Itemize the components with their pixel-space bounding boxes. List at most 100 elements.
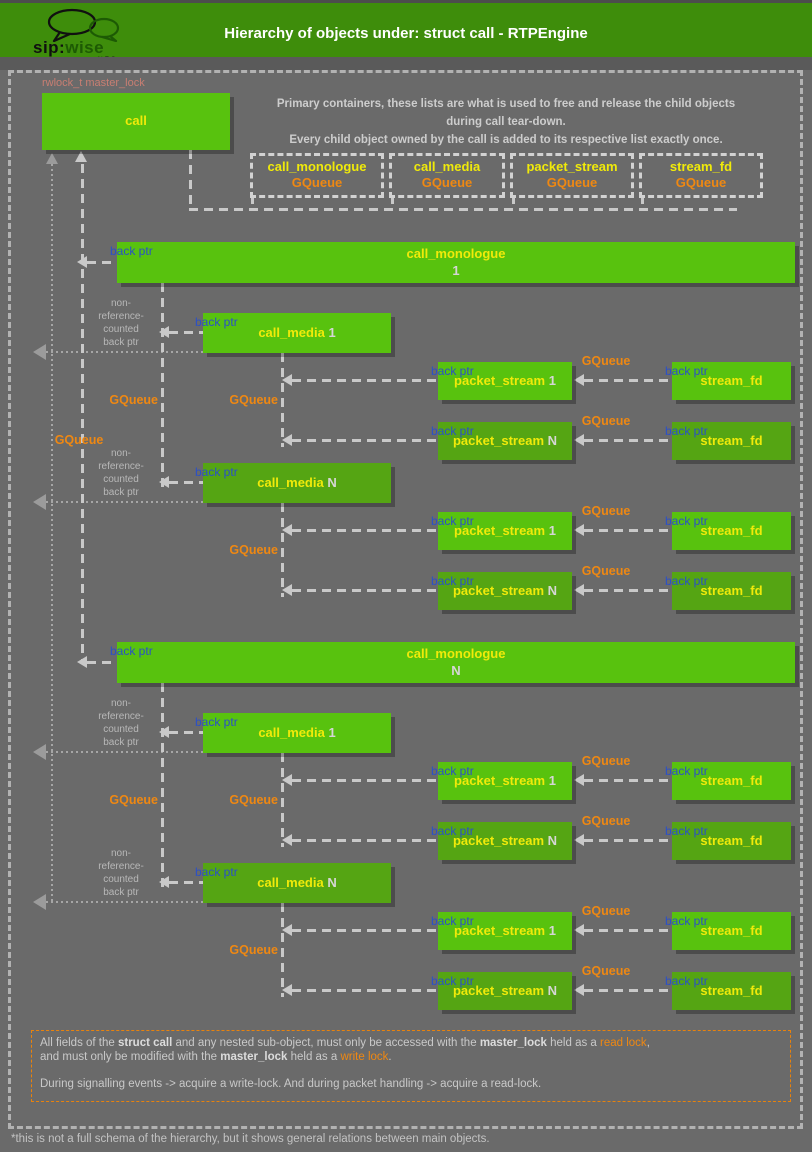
packet-stream-index: 1 xyxy=(548,922,556,938)
stream-fd-box: stream_fd xyxy=(672,572,791,610)
gqueue-drop-line xyxy=(281,753,284,847)
brand-wise: wise xyxy=(65,38,105,57)
call-monologue-title: call_monologue xyxy=(406,246,506,262)
note-line: During signalling events -> acquire a wr… xyxy=(40,1078,782,1092)
back-ptr-arrow-line xyxy=(169,331,203,334)
call-media-box: call_media 1 xyxy=(203,313,391,353)
note-text: During signalling events -> acquire a wr… xyxy=(40,1077,542,1090)
gqueue-label: GQueue xyxy=(581,414,631,428)
header-shadow-band xyxy=(0,57,812,70)
gqueue-drop-line xyxy=(281,903,284,997)
call-media-index: 1 xyxy=(328,324,336,340)
packet-stream-box: packet_stream N xyxy=(438,822,572,860)
arrowhead-left-icon xyxy=(574,584,584,596)
back-ptr-arrow-line xyxy=(292,839,438,842)
packet-stream-label: packet_stream xyxy=(452,832,545,848)
non-ref-line: reference- xyxy=(98,311,144,322)
call-media-label: call_media xyxy=(258,724,325,740)
back-ptr-label: back ptr xyxy=(195,715,238,729)
call-media-box: call_media N xyxy=(203,463,391,503)
arrowhead-left-icon xyxy=(77,656,87,668)
packet-stream-index: N xyxy=(547,982,558,998)
note-text: . xyxy=(388,1050,392,1063)
call-monologue-index: N xyxy=(451,662,461,678)
packet-stream-index: N xyxy=(547,432,558,448)
non-ref-backptr-line xyxy=(46,501,296,503)
non-ref-counted-note: non-reference-counted back ptr xyxy=(84,847,158,899)
arrowhead-left-icon xyxy=(282,834,292,846)
call-monologue-box: call_monologue N xyxy=(117,642,795,683)
non-ref-counted-note: non-reference-counted back ptr xyxy=(84,447,158,499)
packet-stream-box: packet_stream 1 xyxy=(438,762,572,800)
back-ptr-arrow-line xyxy=(292,439,438,442)
call-box-label: call xyxy=(125,113,147,129)
back-ptr-label: back ptr xyxy=(665,764,708,778)
non-ref-line: back ptr xyxy=(103,487,139,498)
note-text: and must only be modified with the xyxy=(40,1050,221,1063)
back-ptr-label: back ptr xyxy=(431,764,474,778)
stream-fd-box: stream_fd xyxy=(672,512,791,550)
arrowhead-left-icon xyxy=(159,876,169,888)
stream-fd-box: stream_fd xyxy=(672,422,791,460)
gqueue-label: GQueue xyxy=(109,393,158,407)
packet-stream-title: packet_stream 1 xyxy=(454,373,556,389)
gqueue-label: GQueue xyxy=(581,504,631,518)
arrowhead-left-icon xyxy=(77,256,87,268)
stream-fd-title: stream_fd xyxy=(700,982,763,998)
legend-queue-box: stream_fd GQueue xyxy=(639,153,763,198)
locking-note-box: All fields of the struct call and any ne… xyxy=(31,1030,791,1102)
arrowhead-left-icon xyxy=(282,374,292,386)
packet-stream-index: N xyxy=(547,832,558,848)
non-ref-backptr-line xyxy=(46,351,296,353)
back-ptr-label: back ptr xyxy=(431,514,474,528)
call-media-title: call_media N xyxy=(257,875,337,891)
non-ref-counted-note: non-reference-counted back ptr xyxy=(84,297,158,349)
stream-fd-title: stream_fd xyxy=(700,582,763,598)
legend-queue-container: GQueue xyxy=(675,175,727,190)
packet-stream-title: packet_stream 1 xyxy=(454,923,556,939)
arrowhead-left-icon xyxy=(574,374,584,386)
call-box: call xyxy=(42,93,230,150)
note-line xyxy=(40,1064,782,1078)
back-ptr-arrow-line xyxy=(584,379,672,382)
call-media-index: N xyxy=(327,474,337,490)
intro-text: Primary containers, these lists are what… xyxy=(250,95,762,149)
back-ptr-label: back ptr xyxy=(665,574,708,588)
call-media-title: call_media N xyxy=(257,475,337,491)
packet-stream-title: packet_stream N xyxy=(453,583,557,599)
stream-fd-box: stream_fd xyxy=(672,762,791,800)
legend-queue-container: GQueue xyxy=(291,175,343,190)
back-ptr-label: back ptr xyxy=(195,315,238,329)
non-ref-backptr-line xyxy=(46,901,296,903)
non-ref-line: non- xyxy=(110,298,131,309)
back-ptr-arrow-line xyxy=(292,529,438,532)
arrowhead-left-icon xyxy=(574,834,584,846)
gqueue-label: GQueue xyxy=(581,814,631,828)
packet-stream-box: packet_stream 1 xyxy=(438,912,572,950)
packet-stream-title: packet_stream 1 xyxy=(454,523,556,539)
stream-fd-box: stream_fd xyxy=(672,912,791,950)
packet-stream-index: 1 xyxy=(548,522,556,538)
packet-stream-title: packet_stream N xyxy=(453,433,557,449)
back-ptr-label: back ptr xyxy=(431,974,474,988)
stream-fd-box: stream_fd xyxy=(672,362,791,400)
top-strip xyxy=(0,0,812,3)
arrowhead-left-icon xyxy=(159,326,169,338)
legend-queue-name: packet_stream xyxy=(526,159,618,174)
connector-queue-stub xyxy=(391,195,394,209)
back-ptr-label: back ptr xyxy=(431,574,474,588)
back-ptr-label: back ptr xyxy=(665,364,708,378)
arrowhead-left-icon xyxy=(574,924,584,936)
connector-queue-stub xyxy=(512,195,515,209)
back-ptr-label: back ptr xyxy=(431,914,474,928)
non-ref-line: back ptr xyxy=(103,737,139,748)
back-ptr-arrow-line xyxy=(169,481,203,484)
gqueue-label: GQueue xyxy=(581,964,631,978)
arrowhead-left-dotted-icon xyxy=(33,744,46,760)
note-text: held as a xyxy=(546,1037,601,1049)
stream-fd-box: stream_fd xyxy=(672,822,791,860)
back-ptr-label: back ptr xyxy=(431,424,474,438)
packet-stream-label: packet_stream xyxy=(452,982,545,998)
stream-fd-title: stream_fd xyxy=(700,432,763,448)
back-ptr-arrow-line xyxy=(584,989,672,992)
